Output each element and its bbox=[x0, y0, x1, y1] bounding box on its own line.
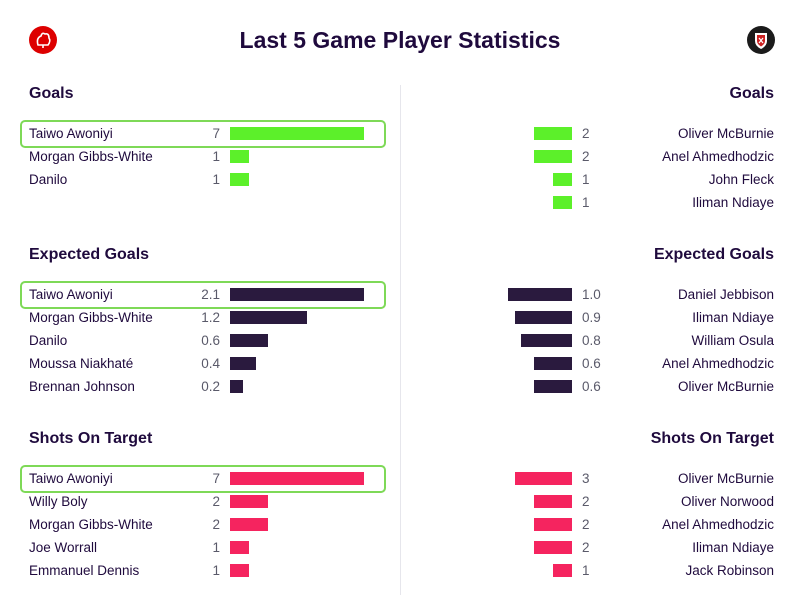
player-name: Iliman Ndiaye bbox=[692, 310, 774, 325]
stat-bar bbox=[230, 380, 243, 393]
stat-value: 2 bbox=[582, 540, 590, 555]
stat-bar bbox=[534, 518, 572, 531]
player-name: Taiwo Awoniyi bbox=[29, 126, 113, 141]
player-name: Morgan Gibbs-White bbox=[29, 517, 153, 532]
stat-value: 0.4 bbox=[201, 356, 220, 371]
stat-value: 2 bbox=[582, 126, 590, 141]
player-name: Taiwo Awoniyi bbox=[29, 471, 113, 486]
section-title-home: Expected Goals bbox=[29, 246, 150, 263]
sheffield-united-crest-icon bbox=[747, 26, 775, 54]
nottingham-forest-crest-icon bbox=[29, 26, 57, 54]
stat-bar bbox=[515, 472, 572, 485]
stat-value: 2.1 bbox=[201, 287, 220, 302]
player-name: Oliver McBurnie bbox=[677, 471, 774, 486]
player-name: Taiwo Awoniyi bbox=[29, 287, 113, 302]
stat-bar bbox=[508, 288, 572, 301]
player-name: Willy Boly bbox=[29, 494, 88, 509]
player-name: Oliver McBurnie bbox=[677, 126, 774, 141]
stat-bar bbox=[534, 541, 572, 554]
stat-value: 1.0 bbox=[582, 287, 601, 302]
stat-bar bbox=[230, 288, 364, 301]
player-name: Oliver Norwood bbox=[680, 494, 774, 509]
stat-bar bbox=[230, 472, 364, 485]
stat-bar bbox=[230, 311, 307, 324]
stat-bar bbox=[230, 357, 256, 370]
player-name: Moussa Niakhaté bbox=[29, 356, 134, 371]
stat-bar bbox=[515, 311, 572, 324]
stat-value: 1 bbox=[582, 563, 590, 578]
player-name: Danilo bbox=[29, 333, 68, 348]
stat-value: 0.9 bbox=[582, 310, 601, 325]
stat-value: 2 bbox=[582, 149, 590, 164]
stat-bar bbox=[521, 334, 572, 347]
player-name: Daniel Jebbison bbox=[677, 287, 774, 302]
stat-bar bbox=[534, 150, 572, 163]
center-divider bbox=[400, 85, 401, 595]
stat-value: 0.2 bbox=[201, 379, 220, 394]
stat-bar bbox=[534, 495, 572, 508]
stat-value: 1 bbox=[582, 195, 590, 210]
section-title-away: Goals bbox=[729, 85, 774, 102]
player-name: Joe Worrall bbox=[29, 540, 98, 555]
player-name: Jack Robinson bbox=[685, 563, 774, 578]
player-name: John Fleck bbox=[708, 172, 774, 187]
player-name: Emmanuel Dennis bbox=[29, 563, 140, 578]
stat-value: 0.6 bbox=[582, 379, 601, 394]
stat-bar bbox=[230, 127, 364, 140]
player-name: Morgan Gibbs-White bbox=[29, 310, 153, 325]
stat-bar bbox=[553, 173, 572, 186]
highlight-box bbox=[20, 120, 386, 148]
stat-bar bbox=[534, 380, 572, 393]
stat-value: 1 bbox=[212, 172, 220, 187]
stat-bar bbox=[534, 357, 572, 370]
player-name: Anel Ahmedhodzic bbox=[662, 356, 774, 371]
player-name: Brennan Johnson bbox=[29, 379, 135, 394]
section-title-home: Shots On Target bbox=[29, 430, 153, 447]
section-title-home: Goals bbox=[29, 85, 74, 102]
stat-value: 0.8 bbox=[582, 333, 601, 348]
stat-bar bbox=[534, 127, 572, 140]
stat-value: 0.6 bbox=[201, 333, 220, 348]
player-name: Iliman Ndiaye bbox=[692, 195, 774, 210]
stat-bar bbox=[230, 495, 268, 508]
stat-value: 2 bbox=[212, 517, 220, 532]
section-title-away: Shots On Target bbox=[650, 430, 774, 447]
header: Last 5 Game Player Statistics bbox=[0, 0, 800, 70]
stat-bar bbox=[553, 196, 572, 209]
section-title-away: Expected Goals bbox=[653, 246, 774, 263]
stat-value: 2 bbox=[582, 494, 590, 509]
player-name: Oliver McBurnie bbox=[677, 379, 774, 394]
stat-value: 7 bbox=[212, 471, 220, 486]
highlight-box bbox=[20, 465, 386, 493]
stat-value: 1 bbox=[582, 172, 590, 187]
stat-bar bbox=[230, 150, 249, 163]
player-name: Morgan Gibbs-White bbox=[29, 149, 153, 164]
stat-value: 0.6 bbox=[582, 356, 601, 371]
stat-value: 2 bbox=[212, 494, 220, 509]
player-name: Danilo bbox=[29, 172, 68, 187]
stat-value: 1.2 bbox=[201, 310, 220, 325]
stat-value: 1 bbox=[212, 563, 220, 578]
player-name: Anel Ahmedhodzic bbox=[662, 149, 774, 164]
stat-value: 3 bbox=[582, 471, 590, 486]
page-title: Last 5 Game Player Statistics bbox=[239, 27, 561, 53]
player-name: Anel Ahmedhodzic bbox=[662, 517, 774, 532]
highlight-box bbox=[20, 281, 386, 309]
stat-bar bbox=[230, 541, 249, 554]
stat-value: 1 bbox=[212, 540, 220, 555]
player-name: William Osula bbox=[691, 333, 774, 348]
stat-bar bbox=[553, 564, 572, 577]
stat-bar bbox=[230, 173, 249, 186]
stat-value: 1 bbox=[212, 149, 220, 164]
stat-bar bbox=[230, 564, 249, 577]
stat-value: 2 bbox=[582, 517, 590, 532]
stat-bar bbox=[230, 334, 268, 347]
stat-bar bbox=[230, 518, 268, 531]
player-name: Iliman Ndiaye bbox=[692, 540, 774, 555]
stat-value: 7 bbox=[212, 126, 220, 141]
